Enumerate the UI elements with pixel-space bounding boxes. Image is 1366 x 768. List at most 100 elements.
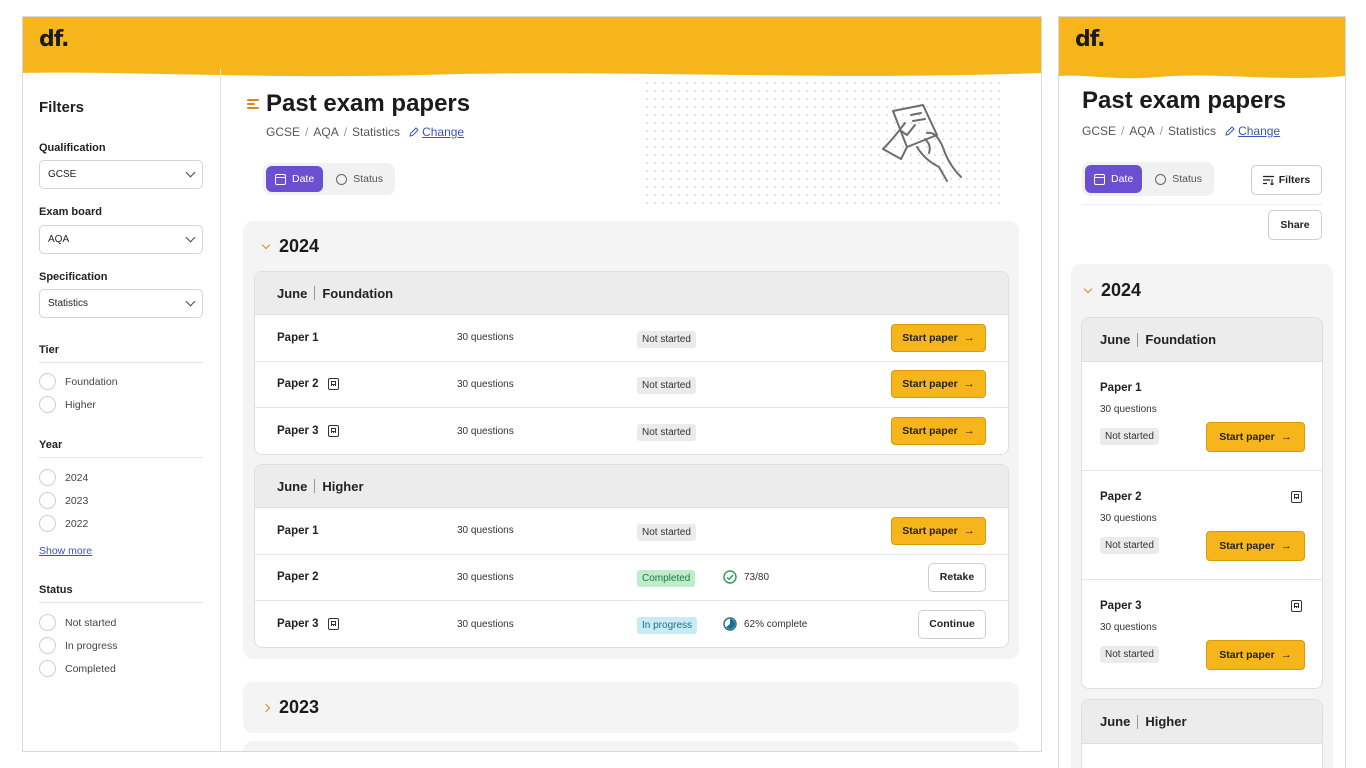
- arrow-right-icon: →: [1280, 649, 1292, 661]
- breadcrumb-board: AQA: [313, 125, 339, 139]
- specification-label: Specification: [39, 271, 108, 283]
- qualification-select[interactable]: GCSE: [39, 160, 203, 189]
- logo[interactable]: df.: [39, 27, 70, 52]
- radio-circle[interactable]: [39, 396, 56, 413]
- paper-name: Paper 3: [277, 618, 457, 631]
- sort-by-status-button[interactable]: Status: [327, 166, 392, 192]
- paper-row: Paper 1 30 questions Not started Start p…: [255, 508, 1008, 555]
- status-option-in-progress[interactable]: In progress: [39, 637, 118, 654]
- continue-button[interactable]: Continue: [918, 609, 986, 639]
- status-badge: In progress: [637, 617, 698, 635]
- qualification-label: Qualification: [39, 142, 106, 154]
- question-count: 30 questions: [457, 571, 514, 583]
- status-badge: Not started: [1100, 646, 1159, 663]
- breadcrumb: GCSE / AQA / Statistics Change: [1082, 124, 1281, 138]
- breadcrumb: GCSE / AQA / Statistics Change: [266, 125, 465, 139]
- breadcrumb-spec: Statistics: [352, 125, 401, 139]
- status-badge: Not started: [637, 377, 696, 395]
- radio-circle[interactable]: [39, 373, 56, 390]
- question-count: 30 questions: [457, 525, 514, 537]
- checkbox[interactable]: [39, 637, 56, 654]
- sort-by-date-button[interactable]: Date: [1085, 165, 1143, 193]
- header-wave: [23, 67, 1041, 77]
- chevron-down-icon: [185, 167, 196, 178]
- exam-board-select[interactable]: AQA: [39, 225, 203, 254]
- arrow-right-icon: →: [963, 378, 975, 391]
- paper-card: Paper 3 30 questions Not started Start p…: [1082, 580, 1322, 688]
- page-title: Past exam papers: [266, 90, 471, 117]
- paper-group-june-higher: June Higher: [1081, 699, 1323, 768]
- logo[interactable]: df.: [1075, 27, 1106, 52]
- arrow-right-icon: →: [963, 524, 975, 537]
- chevron-down-icon: [185, 232, 196, 243]
- paper-group-june-foundation: June Foundation Paper 1 30 questions Not …: [1081, 317, 1323, 689]
- status-badge: Completed: [637, 570, 696, 588]
- paper-row: Paper 2 30 questions Completed 73/80 Ret…: [255, 555, 1008, 601]
- year-toggle-2023[interactable]: 2023: [261, 697, 319, 718]
- change-link[interactable]: Change: [1225, 124, 1280, 138]
- start-paper-button[interactable]: Start paper →: [1206, 640, 1305, 670]
- tier-option-higher[interactable]: Higher: [39, 396, 96, 413]
- exam-board-value: AQA: [48, 234, 70, 245]
- page-title: Past exam papers: [1082, 87, 1287, 114]
- group-header: June Foundation: [1082, 318, 1322, 362]
- chevron-right-icon: [261, 703, 271, 712]
- mobile-view: df. Past exam papers GCSE / AQA / Statisti…: [1058, 16, 1346, 768]
- year-option-2024[interactable]: 2024: [39, 469, 88, 486]
- start-paper-button[interactable]: Start paper →: [891, 323, 986, 352]
- start-paper-button[interactable]: Start paper →: [891, 370, 986, 399]
- share-button[interactable]: Share: [1268, 210, 1322, 240]
- desktop-view: df. Filters Qualification GCSE Exam boar…: [22, 16, 1042, 752]
- status-option-not-started[interactable]: Not started: [39, 614, 116, 631]
- exam-paper-illustration-icon: [882, 104, 962, 182]
- arrow-right-icon: →: [1280, 431, 1292, 443]
- retake-button[interactable]: Retake: [928, 562, 986, 592]
- pencil-icon: [1225, 126, 1235, 136]
- start-paper-button[interactable]: Start paper →: [1206, 422, 1305, 452]
- tier-option-foundation[interactable]: Foundation: [39, 373, 118, 390]
- year-panel-2023: [243, 682, 1019, 733]
- checkbox[interactable]: [39, 660, 56, 677]
- change-link[interactable]: Change: [409, 125, 464, 139]
- paper-name: Paper 1: [1100, 382, 1142, 394]
- checkbox[interactable]: [39, 492, 56, 509]
- status-section-title: Status: [39, 584, 203, 603]
- start-paper-button[interactable]: Start paper →: [1206, 531, 1305, 561]
- exam-board-label: Exam board: [39, 206, 102, 218]
- filters-button[interactable]: Filters: [1251, 165, 1322, 195]
- status-option-completed[interactable]: Completed: [39, 660, 116, 677]
- checkbox[interactable]: [39, 469, 56, 486]
- arrow-right-icon: →: [963, 425, 975, 438]
- chevron-down-icon: [185, 296, 196, 307]
- year-section-title: Year: [39, 439, 203, 458]
- calculator-icon: [327, 378, 339, 391]
- year-option-2023[interactable]: 2023: [39, 492, 88, 509]
- paper-row: Paper 3 30 questions Not started Start p…: [255, 408, 1008, 454]
- question-count: 30 questions: [457, 618, 514, 630]
- tier-section-title: Tier: [39, 344, 203, 363]
- header-bar: df.: [23, 17, 1041, 77]
- status-circle-icon: [1155, 173, 1167, 185]
- specification-select[interactable]: Statistics: [39, 289, 203, 318]
- show-more-link[interactable]: Show more: [39, 545, 93, 557]
- start-paper-button[interactable]: Start paper →: [891, 516, 986, 545]
- paper-row: Paper 2 30 questions Not started Start p…: [255, 362, 1008, 408]
- divider: [1082, 204, 1322, 205]
- year-toggle-2024[interactable]: 2024: [261, 236, 319, 257]
- paper-card: Paper 2 30 questions Not started Start p…: [1082, 471, 1322, 580]
- checkbox[interactable]: [39, 614, 56, 631]
- menu-lines-icon: [247, 99, 259, 109]
- sort-toggle: Date Status: [1082, 162, 1214, 196]
- sort-by-status-button[interactable]: Status: [1146, 165, 1211, 193]
- question-count: 30 questions: [457, 332, 514, 344]
- breadcrumb-qualification: GCSE: [266, 125, 301, 139]
- year-toggle-2024[interactable]: 2024: [1083, 280, 1141, 301]
- sort-by-date-button[interactable]: Date: [266, 166, 324, 192]
- start-paper-button[interactable]: Start paper →: [891, 417, 986, 446]
- year-panel-next: [243, 741, 1019, 751]
- checkbox[interactable]: [39, 515, 56, 532]
- year-option-2022[interactable]: 2022: [39, 515, 88, 532]
- arrow-right-icon: →: [1280, 540, 1292, 552]
- paper-name: Paper 1: [277, 524, 319, 537]
- sort-toggle: Date Status: [263, 163, 395, 195]
